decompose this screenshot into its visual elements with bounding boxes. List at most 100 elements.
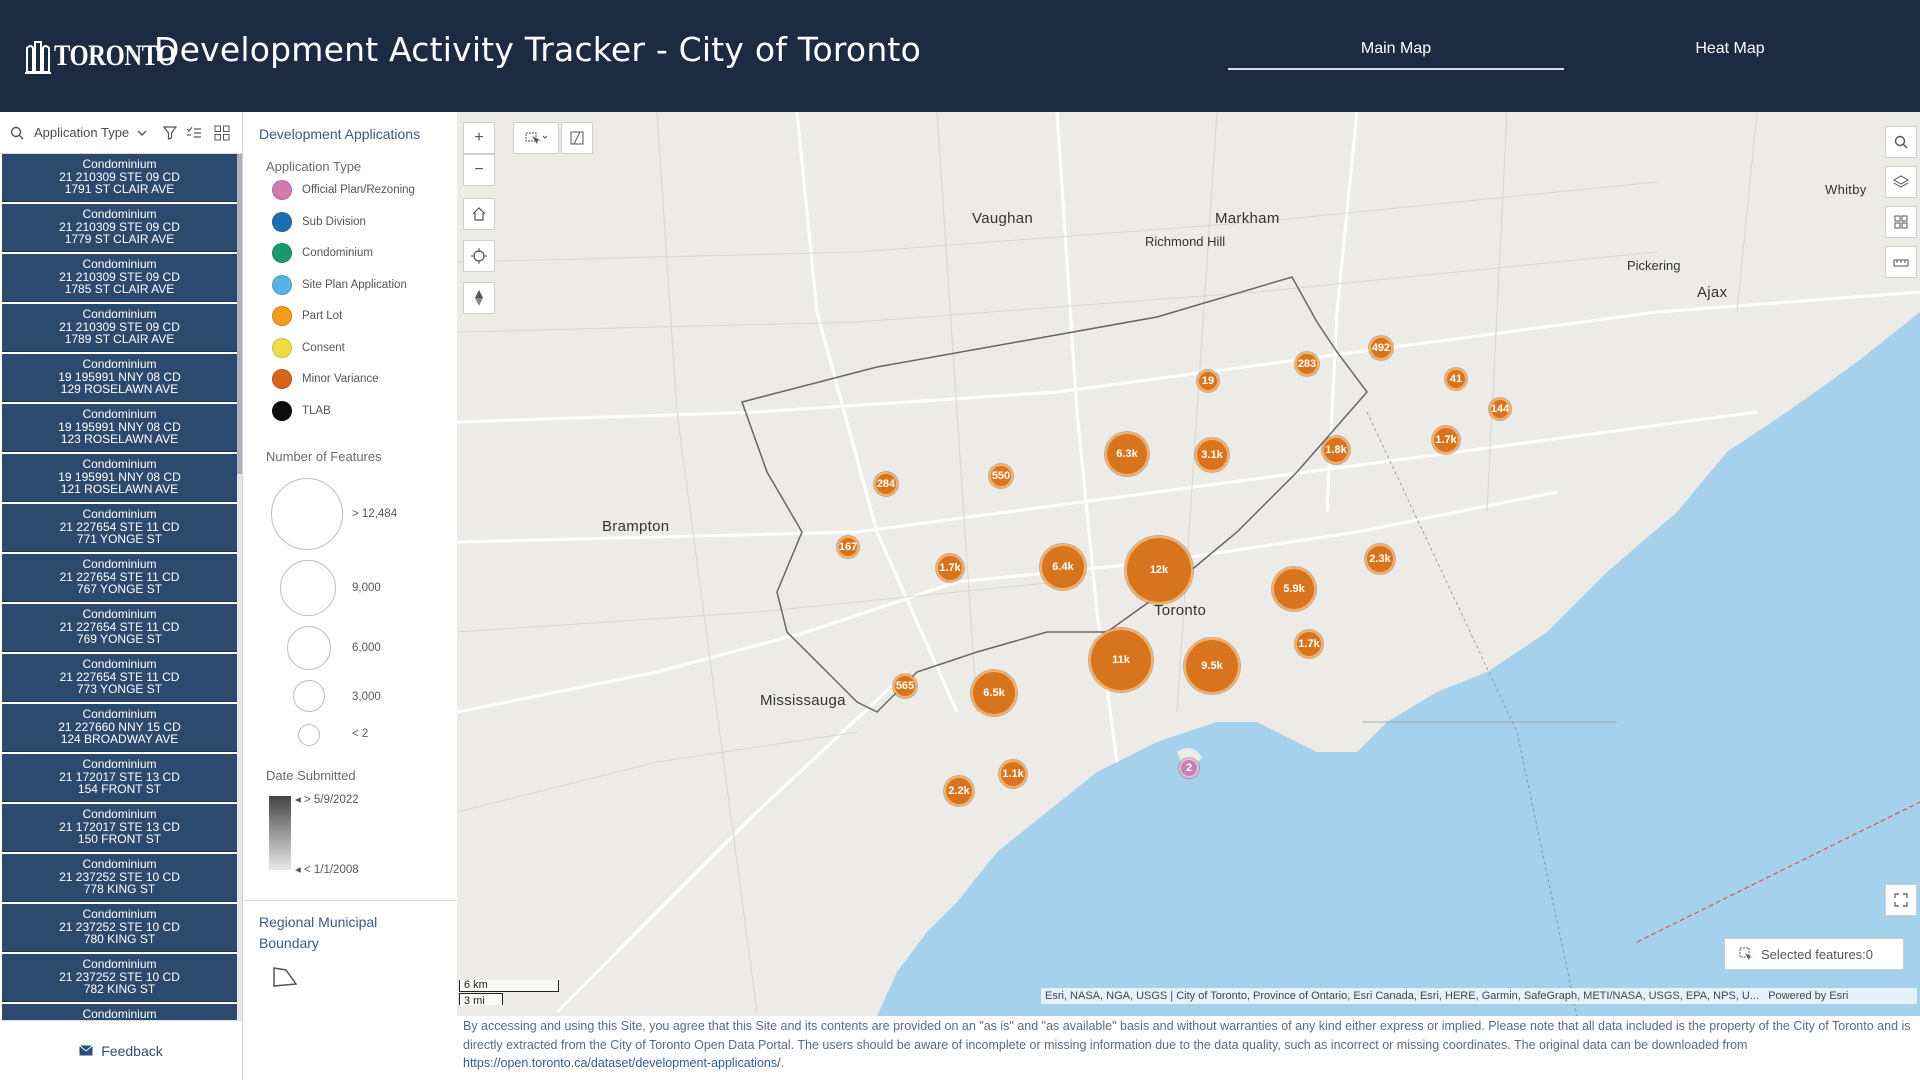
feedback-button[interactable]: Feedback bbox=[0, 1020, 242, 1080]
compass-button[interactable] bbox=[463, 282, 495, 314]
list-item-type: Condominium bbox=[82, 557, 157, 571]
cluster-marker[interactable]: 6.3k bbox=[1105, 432, 1149, 476]
chevron-down-icon[interactable] bbox=[133, 124, 151, 142]
grid-icon bbox=[1894, 215, 1908, 229]
list-item[interactable]: Condominium 21 237252 STE 10 CD 778 KING S… bbox=[2, 854, 237, 902]
home-button[interactable] bbox=[463, 198, 495, 230]
list-item-type: Condominium bbox=[82, 757, 157, 771]
cluster-marker[interactable]: 167 bbox=[837, 536, 859, 558]
list-item[interactable]: Condominium bbox=[2, 1004, 237, 1020]
list-item-addr: 1789 ST CLAIR AVE bbox=[64, 332, 175, 346]
legend-panel: Development Applications Application Typ… bbox=[242, 112, 458, 1080]
map-view[interactable]: Vaughan Markham Brampton Mississauga Tor… bbox=[457, 112, 1920, 1016]
list-item-addr: 121 ROSELAWN AVE bbox=[60, 482, 179, 496]
list-item[interactable]: Condominium 21 210309 STE 09 CD 1789 ST CL… bbox=[2, 304, 237, 352]
size-label-5: < 2 bbox=[352, 728, 369, 740]
cluster-marker[interactable]: 6.4k bbox=[1040, 544, 1086, 590]
cluster-marker[interactable]: 2 bbox=[1179, 758, 1199, 778]
filter-icon[interactable] bbox=[161, 124, 179, 142]
locate-button[interactable] bbox=[463, 240, 495, 272]
cluster-marker[interactable]: 1.7k bbox=[1295, 630, 1323, 658]
size-label-4: 3,000 bbox=[352, 691, 381, 703]
list-item-type: Condominium bbox=[82, 1007, 157, 1020]
tab-main-map[interactable]: Main Map bbox=[1228, 40, 1564, 70]
cluster-marker[interactable]: 1.8k bbox=[1322, 436, 1350, 464]
list-item[interactable]: Condominium 21 210309 STE 09 CD 1785 ST CL… bbox=[2, 254, 237, 302]
list-scrollbar[interactable] bbox=[237, 154, 242, 1020]
cluster-marker[interactable]: 1.7k bbox=[1432, 426, 1460, 454]
list-item-addr: 767 YONGE ST bbox=[76, 582, 163, 596]
cluster-marker[interactable]: 5.9k bbox=[1272, 567, 1316, 611]
cluster-marker[interactable]: 565 bbox=[893, 674, 917, 698]
legend-type-label: Site Plan Application bbox=[302, 278, 407, 291]
cluster-marker[interactable]: 1.1k bbox=[999, 760, 1027, 788]
cluster-marker[interactable]: 492 bbox=[1369, 336, 1393, 360]
legend-color-swatch bbox=[272, 337, 292, 358]
list-scrollbar-thumb[interactable] bbox=[237, 154, 242, 474]
list-item[interactable]: Condominium 21 172017 STE 13 CD 150 FRONT … bbox=[2, 804, 237, 852]
search-map-button[interactable] bbox=[1885, 126, 1917, 158]
cluster-marker[interactable]: 2.3k bbox=[1365, 544, 1395, 574]
selected-features-badge[interactable]: Selected features:0 bbox=[1724, 938, 1904, 970]
feedback-label: Feedback bbox=[101, 1042, 163, 1059]
list-item[interactable]: Condominium 19 195991 NNY 08 CD 129 ROSELA… bbox=[2, 354, 237, 402]
search-field-label[interactable]: Application Type bbox=[34, 125, 130, 140]
list-item[interactable]: Condominium 21 227654 STE 11 CD 767 YONGE … bbox=[2, 554, 237, 602]
list-item-addr: 1791 ST CLAIR AVE bbox=[64, 182, 175, 196]
sort-list-icon[interactable] bbox=[185, 124, 203, 142]
list-item-id: 19 195991 NNY 08 CD bbox=[58, 419, 181, 434]
list-item-type: Condominium bbox=[82, 207, 157, 221]
select-tool-button[interactable] bbox=[513, 122, 559, 154]
list-item[interactable]: Condominium 21 237252 STE 10 CD 782 KING S… bbox=[2, 954, 237, 1002]
cluster-marker[interactable]: 1.7k bbox=[936, 554, 964, 582]
search-icon[interactable] bbox=[8, 124, 26, 142]
list-item[interactable]: Condominium 19 195991 NNY 08 CD 123 ROSELA… bbox=[2, 404, 237, 452]
cluster-marker[interactable]: 6.5k bbox=[971, 670, 1017, 716]
list-item[interactable]: Condominium 21 227654 STE 11 CD 773 YONGE … bbox=[2, 654, 237, 702]
logo-text: TORONTO bbox=[54, 39, 177, 72]
list-item-id: 21 210309 STE 09 CD bbox=[59, 319, 180, 334]
toronto-logo[interactable]: TORONTO bbox=[25, 38, 203, 74]
list-item[interactable]: Condominium 21 210309 STE 09 CD 1791 ST CL… bbox=[2, 154, 237, 202]
cluster-marker[interactable]: 12k bbox=[1125, 536, 1193, 604]
cluster-marker[interactable]: 11k bbox=[1089, 628, 1153, 692]
fullscreen-button[interactable] bbox=[1885, 884, 1917, 916]
page-title: Development Activity Tracker - City of T… bbox=[154, 30, 921, 69]
layer-list-button[interactable] bbox=[1885, 166, 1917, 198]
measure-button[interactable] bbox=[1885, 246, 1917, 278]
cluster-marker[interactable]: 41 bbox=[1445, 368, 1467, 390]
application-type-heading: Application Type bbox=[266, 159, 362, 174]
cluster-marker[interactable]: 284 bbox=[874, 472, 898, 496]
list-item[interactable]: Condominium 21 210309 STE 09 CD 1779 ST CL… bbox=[2, 204, 237, 252]
list-item-addr: 1779 ST CLAIR AVE bbox=[64, 232, 175, 246]
list-item-id: 21 227654 STE 11 CD bbox=[59, 669, 180, 684]
cluster-marker[interactable]: 144 bbox=[1489, 398, 1511, 420]
list-item-type: Condominium bbox=[82, 407, 157, 421]
list-item-id: 21 210309 STE 09 CD bbox=[59, 169, 180, 184]
list-item[interactable]: Condominium 19 195991 NNY 08 CD 121 ROSELA… bbox=[2, 454, 237, 502]
legend-divider bbox=[243, 900, 458, 901]
list-item[interactable]: Condominium 21 227654 STE 11 CD 771 YONGE … bbox=[2, 504, 237, 552]
zoom-in-button[interactable]: + bbox=[463, 122, 495, 154]
cluster-marker[interactable]: 3.1k bbox=[1195, 438, 1229, 472]
tab-heat-map[interactable]: Heat Map bbox=[1695, 40, 1765, 57]
list-item[interactable]: Condominium 21 227660 NNY 15 CD 124 BROADW… bbox=[2, 704, 237, 752]
list-item[interactable]: Condominium 21 172017 STE 13 CD 154 FRONT … bbox=[2, 754, 237, 802]
basemap-toggle-button[interactable] bbox=[561, 122, 593, 154]
cluster-marker[interactable]: 550 bbox=[989, 464, 1013, 488]
list-item-type: Condominium bbox=[82, 307, 157, 321]
cluster-marker[interactable]: 9.5k bbox=[1184, 638, 1240, 694]
cluster-marker[interactable]: 283 bbox=[1295, 352, 1319, 376]
open-data-link[interactable]: https://open.toronto.ca/dataset/developm… bbox=[463, 1056, 781, 1070]
place-label-pickering: Pickering bbox=[1627, 258, 1681, 273]
crosshair-icon bbox=[471, 248, 487, 264]
list-item-addr: 771 YONGE ST bbox=[76, 532, 163, 546]
cluster-marker[interactable]: 2.2k bbox=[944, 776, 974, 806]
basemap-gallery-button[interactable] bbox=[1885, 206, 1917, 238]
select-all-icon[interactable] bbox=[213, 124, 231, 142]
zoom-out-button[interactable]: − bbox=[463, 154, 495, 186]
size-label-1: > 12,484 bbox=[352, 508, 398, 520]
list-item[interactable]: Condominium 21 237252 STE 10 CD 780 KING S… bbox=[2, 904, 237, 952]
list-item[interactable]: Condominium 21 227654 STE 11 CD 769 YONGE … bbox=[2, 604, 237, 652]
cluster-marker[interactable]: 19 bbox=[1197, 370, 1219, 392]
